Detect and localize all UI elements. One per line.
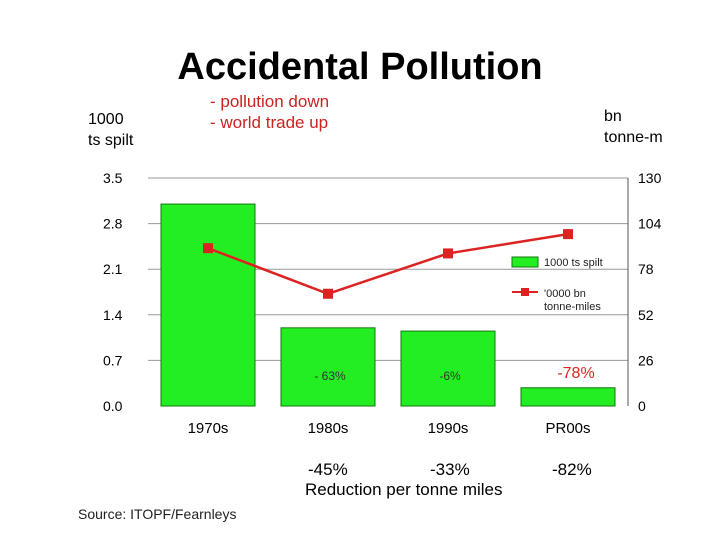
category-label-1980s: 1980s	[308, 420, 349, 437]
bar-label-1990s: -6%	[439, 369, 461, 383]
line-point-1990s	[443, 248, 453, 259]
left-tick-label: 0.0	[103, 398, 123, 414]
category-label-1990s: 1990s	[428, 420, 469, 437]
left-tick-label: 0.7	[103, 352, 123, 368]
subtitle-line-1: - pollution down	[210, 92, 330, 111]
right-tick-label: 130	[638, 170, 662, 186]
line-series	[207, 232, 569, 296]
line-point-PR00s	[563, 229, 573, 240]
bar-label-1980s: - 63%	[314, 369, 346, 383]
chart-title: Accidental Pollution	[177, 46, 543, 88]
subtitle-line-2: - world trade up	[210, 113, 329, 132]
left-tick-label: 2.1	[103, 261, 123, 277]
bar-label-PR00s: -78%	[557, 365, 594, 382]
left-tick-label: 2.8	[103, 216, 123, 232]
category-label-1970s: 1970s	[188, 420, 229, 437]
left-tick-label: 3.5	[103, 170, 123, 186]
legend-line-label-1: '0000 bn	[544, 288, 586, 300]
right-axis-label: bn tonne-m	[604, 106, 663, 148]
right-tick-label: 78	[638, 261, 654, 277]
reduction-pct-1980s: -45%	[308, 460, 348, 479]
left-tick-label: 1.4	[103, 307, 123, 323]
legend-bar-swatch	[511, 256, 539, 268]
bar-1980s	[280, 327, 376, 407]
right-axis-label-line-1: bn	[604, 108, 622, 125]
bar-PR00s	[520, 387, 616, 407]
right-tick-label: 26	[638, 352, 654, 368]
left-axis-label: 1000 ts spilt	[88, 109, 133, 151]
reduction-pct-pr00s: -82%	[552, 460, 592, 479]
right-axis-label-line-2: tonne-m	[604, 129, 663, 146]
right-tick-label: 0	[638, 398, 646, 414]
line-point-1970s	[203, 243, 213, 254]
reduction-pct-1990s: -33%	[430, 460, 470, 479]
left-axis-label-line-2: ts spilt	[88, 132, 134, 149]
legend-line-marker	[521, 288, 529, 296]
legend-line-label-2: tonne-miles	[544, 301, 601, 313]
bar-1970s	[160, 203, 256, 407]
source-note: Source: ITOPF/Fearnleys	[78, 506, 237, 522]
reduction-caption: Reduction per tonne miles	[305, 480, 503, 499]
category-label-PR00s: PR00s	[545, 420, 590, 437]
right-tick-label: 52	[638, 307, 654, 323]
line-point-1980s	[323, 288, 333, 299]
left-axis-label-line-1: 1000	[88, 111, 124, 128]
legend-bar-label: 1000 ts spilt	[544, 257, 603, 269]
bar-1990s	[400, 330, 496, 407]
right-tick-label: 104	[638, 216, 662, 232]
